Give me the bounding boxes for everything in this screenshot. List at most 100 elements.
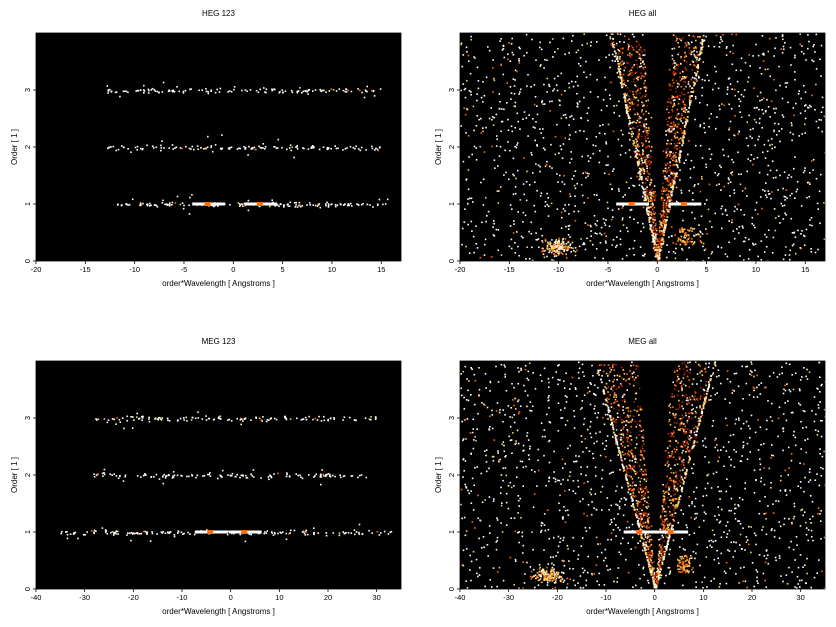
event-point [480, 181, 482, 184]
event-point [781, 128, 783, 130]
event-point [520, 367, 522, 370]
event-point [640, 162, 642, 165]
event-point [142, 415, 144, 418]
event-point [160, 144, 162, 147]
event-point [747, 158, 749, 160]
event-point [679, 169, 681, 171]
event-point [804, 439, 806, 441]
event-point [544, 58, 546, 61]
event-point [569, 116, 571, 118]
event-point [615, 535, 617, 537]
event-point [746, 586, 748, 589]
event-point [647, 178, 649, 180]
event-point [633, 141, 636, 144]
event-point [645, 145, 648, 148]
event-point [782, 449, 784, 452]
event-point [593, 407, 595, 410]
event-point [774, 47, 776, 50]
event-point [685, 85, 687, 88]
event-point [752, 396, 755, 398]
event-point [746, 121, 748, 123]
event-point [811, 410, 813, 412]
event-point [609, 98, 612, 100]
event-point [130, 539, 132, 542]
event-point [583, 201, 585, 204]
event-point [338, 88, 341, 90]
event-point [733, 466, 736, 468]
event-point [505, 455, 507, 457]
event-point [182, 92, 185, 94]
event-point [488, 428, 490, 430]
event-point [761, 109, 763, 111]
event-point [659, 233, 662, 236]
event-point [746, 539, 749, 541]
event-point [664, 170, 666, 172]
event-point [731, 158, 733, 161]
y-tick-label: 0 [23, 587, 32, 591]
event-point [807, 529, 810, 531]
event-point [619, 71, 621, 73]
event-point [516, 429, 519, 432]
event-point [646, 179, 649, 181]
event-point [718, 586, 721, 588]
event-point [588, 390, 591, 393]
event-point [229, 474, 232, 477]
event-point [638, 121, 640, 124]
event-point [371, 145, 373, 148]
event-point [703, 249, 706, 252]
event-point [641, 109, 644, 111]
event-point [346, 147, 348, 149]
event-point [239, 205, 241, 207]
event-point [760, 480, 762, 483]
event-point [635, 40, 638, 43]
event-point [302, 147, 304, 149]
event-point [695, 78, 698, 80]
event-point [567, 241, 570, 243]
event-point [491, 116, 494, 118]
event-point [518, 412, 520, 415]
event-point [358, 89, 361, 92]
event-point [508, 435, 510, 438]
event-point [601, 509, 603, 511]
event-point [765, 245, 768, 248]
event-point [242, 474, 244, 476]
event-point [575, 51, 578, 54]
event-point [753, 469, 756, 472]
event-point [610, 81, 612, 84]
event-point [325, 203, 327, 205]
event-point [687, 153, 689, 156]
event-point [623, 41, 625, 43]
event-point [509, 556, 512, 559]
event-point [312, 204, 314, 206]
event-point [729, 120, 732, 123]
event-point [350, 532, 353, 534]
event-point [607, 569, 609, 571]
event-point [695, 144, 697, 147]
event-point [236, 417, 238, 420]
event-point [794, 197, 796, 199]
event-point [166, 417, 169, 420]
event-point [693, 36, 696, 38]
event-point [483, 546, 485, 549]
event-point [636, 119, 639, 122]
event-point [672, 78, 674, 81]
event-point [482, 81, 484, 83]
event-point [635, 142, 638, 144]
event-point [554, 254, 557, 256]
event-point [651, 202, 654, 205]
event-point [793, 505, 796, 508]
event-point [767, 139, 770, 142]
event-point [539, 170, 541, 173]
event-point [475, 558, 478, 561]
event-point [463, 221, 466, 223]
event-point [244, 205, 246, 207]
event-point [522, 211, 525, 214]
event-point [631, 66, 634, 69]
event-point [636, 113, 639, 115]
event-point [504, 366, 506, 368]
event-point [731, 392, 734, 394]
event-point [655, 232, 657, 235]
event-point [663, 189, 666, 191]
event-point [618, 506, 621, 508]
event-point [622, 133, 624, 136]
